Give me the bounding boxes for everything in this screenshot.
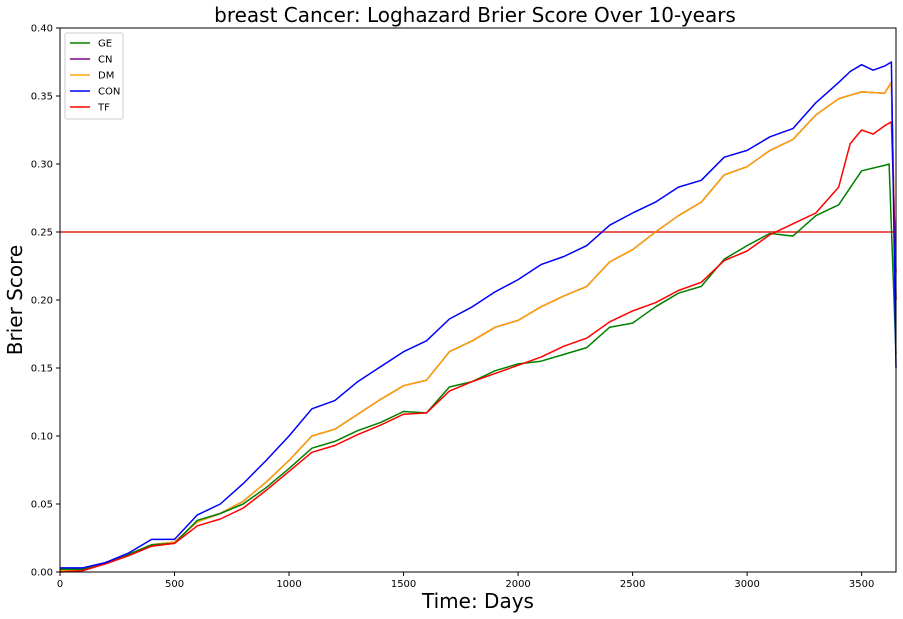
legend-label-tf: TF (97, 103, 110, 114)
legend-label-ge: GE (98, 39, 112, 50)
series-line-dm (59, 81, 897, 572)
x-axis-title: Time: Days (421, 589, 534, 613)
x-tick-label: 2500 (620, 579, 645, 590)
legend-label-cn: CN (98, 55, 112, 66)
x-tick-label: 1500 (391, 579, 416, 590)
y-tick-label: 0.35 (31, 92, 53, 103)
legend-label-dm: DM (98, 71, 114, 82)
legend: GE CN DM CON TF (64, 32, 124, 120)
y-tick-label: 0.00 (31, 568, 53, 579)
chart-title: breast Cancer: Loghazard Brier Score Ove… (214, 3, 736, 27)
series-line-tf (59, 121, 897, 573)
x-tick-label: 1000 (276, 579, 301, 590)
series-line-con (60, 61, 897, 569)
y-tick-label: 0.10 (31, 432, 53, 443)
y-axis: 0.00 0.05 0.10 0.15 0.20 0.25 0.30 0.35 0.40 (31, 24, 60, 579)
y-axis-title: Brier Score (3, 245, 27, 355)
x-tick-label: 2000 (505, 579, 530, 590)
series-line-ge (60, 163, 897, 571)
plot-area (59, 27, 897, 573)
y-tick-label: 0.25 (31, 228, 53, 239)
y-tick-label: 0.05 (31, 500, 53, 511)
legend-box (64, 32, 124, 120)
y-tick-label: 0.40 (31, 24, 53, 35)
y-tick-label: 0.15 (31, 364, 53, 375)
x-tick-label: 0 (57, 579, 63, 590)
y-tick-label: 0.20 (31, 296, 53, 307)
x-tick-label: 3500 (849, 579, 874, 590)
y-tick-label: 0.30 (31, 160, 53, 171)
plot-background (60, 28, 896, 572)
x-axis: 0 500 1000 1500 2000 2500 3000 3500 (57, 572, 874, 590)
legend-label-con: CON (98, 87, 120, 98)
x-tick-label: 3000 (734, 579, 759, 590)
x-tick-label: 500 (165, 579, 184, 590)
